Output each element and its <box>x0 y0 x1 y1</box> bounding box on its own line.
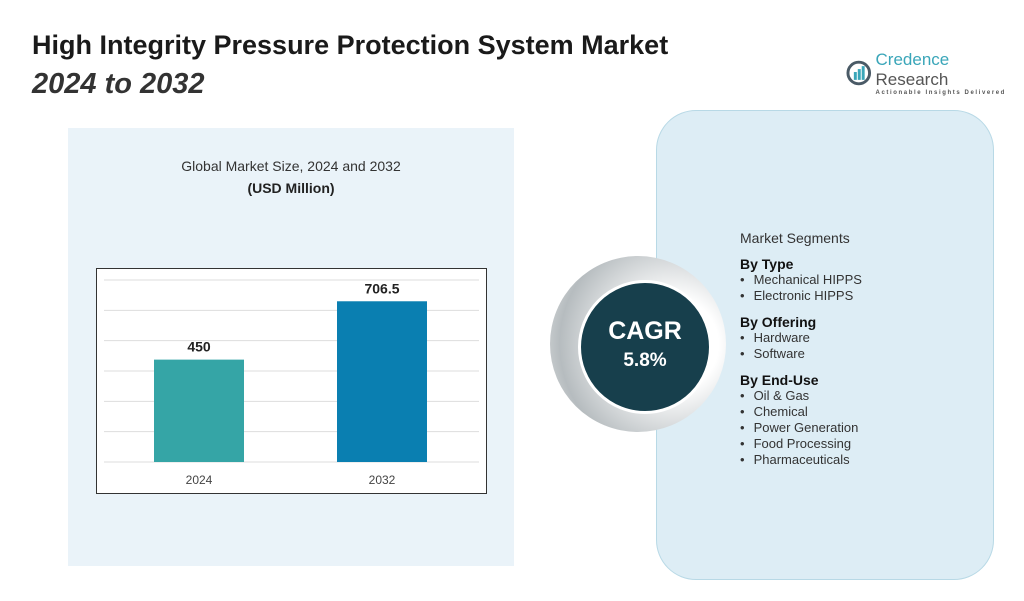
segments-list: Market Segments By TypeMechanical HIPPSE… <box>740 230 862 468</box>
segment-group-title: By Type <box>740 256 794 272</box>
cagr-value: 5.8% <box>623 350 667 371</box>
bar-chart: 450 2024 706.5 2032 <box>96 268 487 494</box>
logo-name-2: Research <box>875 70 949 89</box>
segment-list: HardwareSoftware <box>740 330 862 362</box>
chart-title: Global Market Size, 2024 and 2032 <box>181 158 401 174</box>
cagr-badge: CAGR 5.8% <box>578 280 712 414</box>
segment-list: Oil & GasChemicalPower GenerationFood Pr… <box>740 388 862 468</box>
page-title: High Integrity Pressure Protection Syste… <box>32 30 669 60</box>
chart-subtitle: (USD Million) <box>247 180 335 196</box>
segment-item: Electronic HIPPS <box>740 288 862 304</box>
segment-item: Hardware <box>740 330 862 346</box>
data-label: 706.5 <box>364 280 399 296</box>
segment-group-title: By End-Use <box>740 372 819 388</box>
bar-2024 <box>154 359 244 462</box>
x-tick-label: 2024 <box>186 473 213 487</box>
bar-2032 <box>337 301 427 462</box>
x-tick-label: 2032 <box>369 473 396 487</box>
segment-item: Software <box>740 346 862 362</box>
logo-tagline: Actionable Insights Delivered <box>875 90 1006 96</box>
segment-item: Power Generation <box>740 420 862 436</box>
logo-name: Credence <box>875 50 950 69</box>
logo: Credence Research Actionable Insights De… <box>846 50 1024 96</box>
segment-item: Chemical <box>740 404 862 420</box>
segment-group-title: By Offering <box>740 314 817 330</box>
segment-item: Food Processing <box>740 436 862 452</box>
cagr-label: CAGR <box>608 317 682 345</box>
segment-item: Pharmaceuticals <box>740 452 862 468</box>
segment-list: Mechanical HIPPSElectronic HIPPS <box>740 272 862 304</box>
segments-heading: Market Segments <box>740 230 850 246</box>
data-label: 450 <box>187 339 211 355</box>
segment-item: Mechanical HIPPS <box>740 272 862 288</box>
logo-icon <box>846 60 872 86</box>
page-subtitle: 2024 to 2032 <box>32 68 205 100</box>
segment-item: Oil & Gas <box>740 388 862 404</box>
